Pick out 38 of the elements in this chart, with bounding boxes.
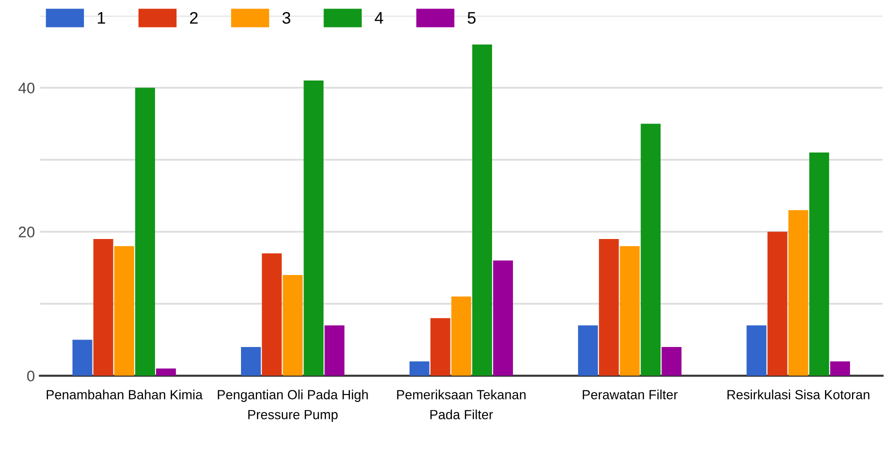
bar [72,340,92,376]
y-tick-label: 0 [27,370,34,382]
bar [767,232,788,376]
bar [809,152,830,376]
legend-label: 3 [282,12,290,24]
legend-label: 4 [374,12,384,24]
bar [493,260,513,376]
bar [324,325,344,376]
bar [410,361,430,376]
y-tick-label: 40 [18,82,34,94]
x-tick-label: Pengantian Oli Pada High Pressure Pump [218,390,368,422]
bar [830,361,850,376]
bar [304,80,324,376]
bar [282,274,303,376]
bar [240,346,261,376]
bar [114,246,134,376]
bar [93,238,114,376]
bar [578,325,598,376]
bar [620,246,640,376]
bar [746,325,766,376]
x-tick-label: Resirkulasi Sisa Kotoran [728,390,870,400]
bar [598,238,619,376]
bar [430,318,450,376]
bar [788,210,808,376]
x-tick-label: Perawatan Filter [582,390,678,400]
bar [156,368,176,376]
legend-label: 5 [468,12,476,24]
legend-label: 2 [190,12,198,24]
bar [262,253,282,376]
y-tick-label: 20 [18,226,34,238]
legend-label: 1 [98,12,106,24]
bar [640,124,661,376]
x-tick-label: Pemeriksaan Tekanan Pada Filter [397,390,526,420]
bar [662,346,682,376]
bar [472,44,492,376]
x-tick-label: Penambahan Bahan Kimia [46,390,203,400]
bar [451,296,472,376]
bar [135,88,156,376]
